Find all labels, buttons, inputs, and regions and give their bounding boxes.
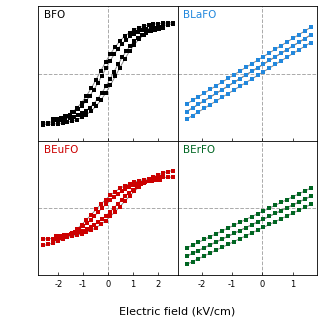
Text: BEuFO: BEuFO <box>44 145 78 155</box>
Text: Electric field (kV/cm): Electric field (kV/cm) <box>119 307 236 317</box>
Text: BFO: BFO <box>44 11 65 20</box>
Text: BErFO: BErFO <box>183 145 215 155</box>
Text: BLaFO: BLaFO <box>183 11 217 20</box>
